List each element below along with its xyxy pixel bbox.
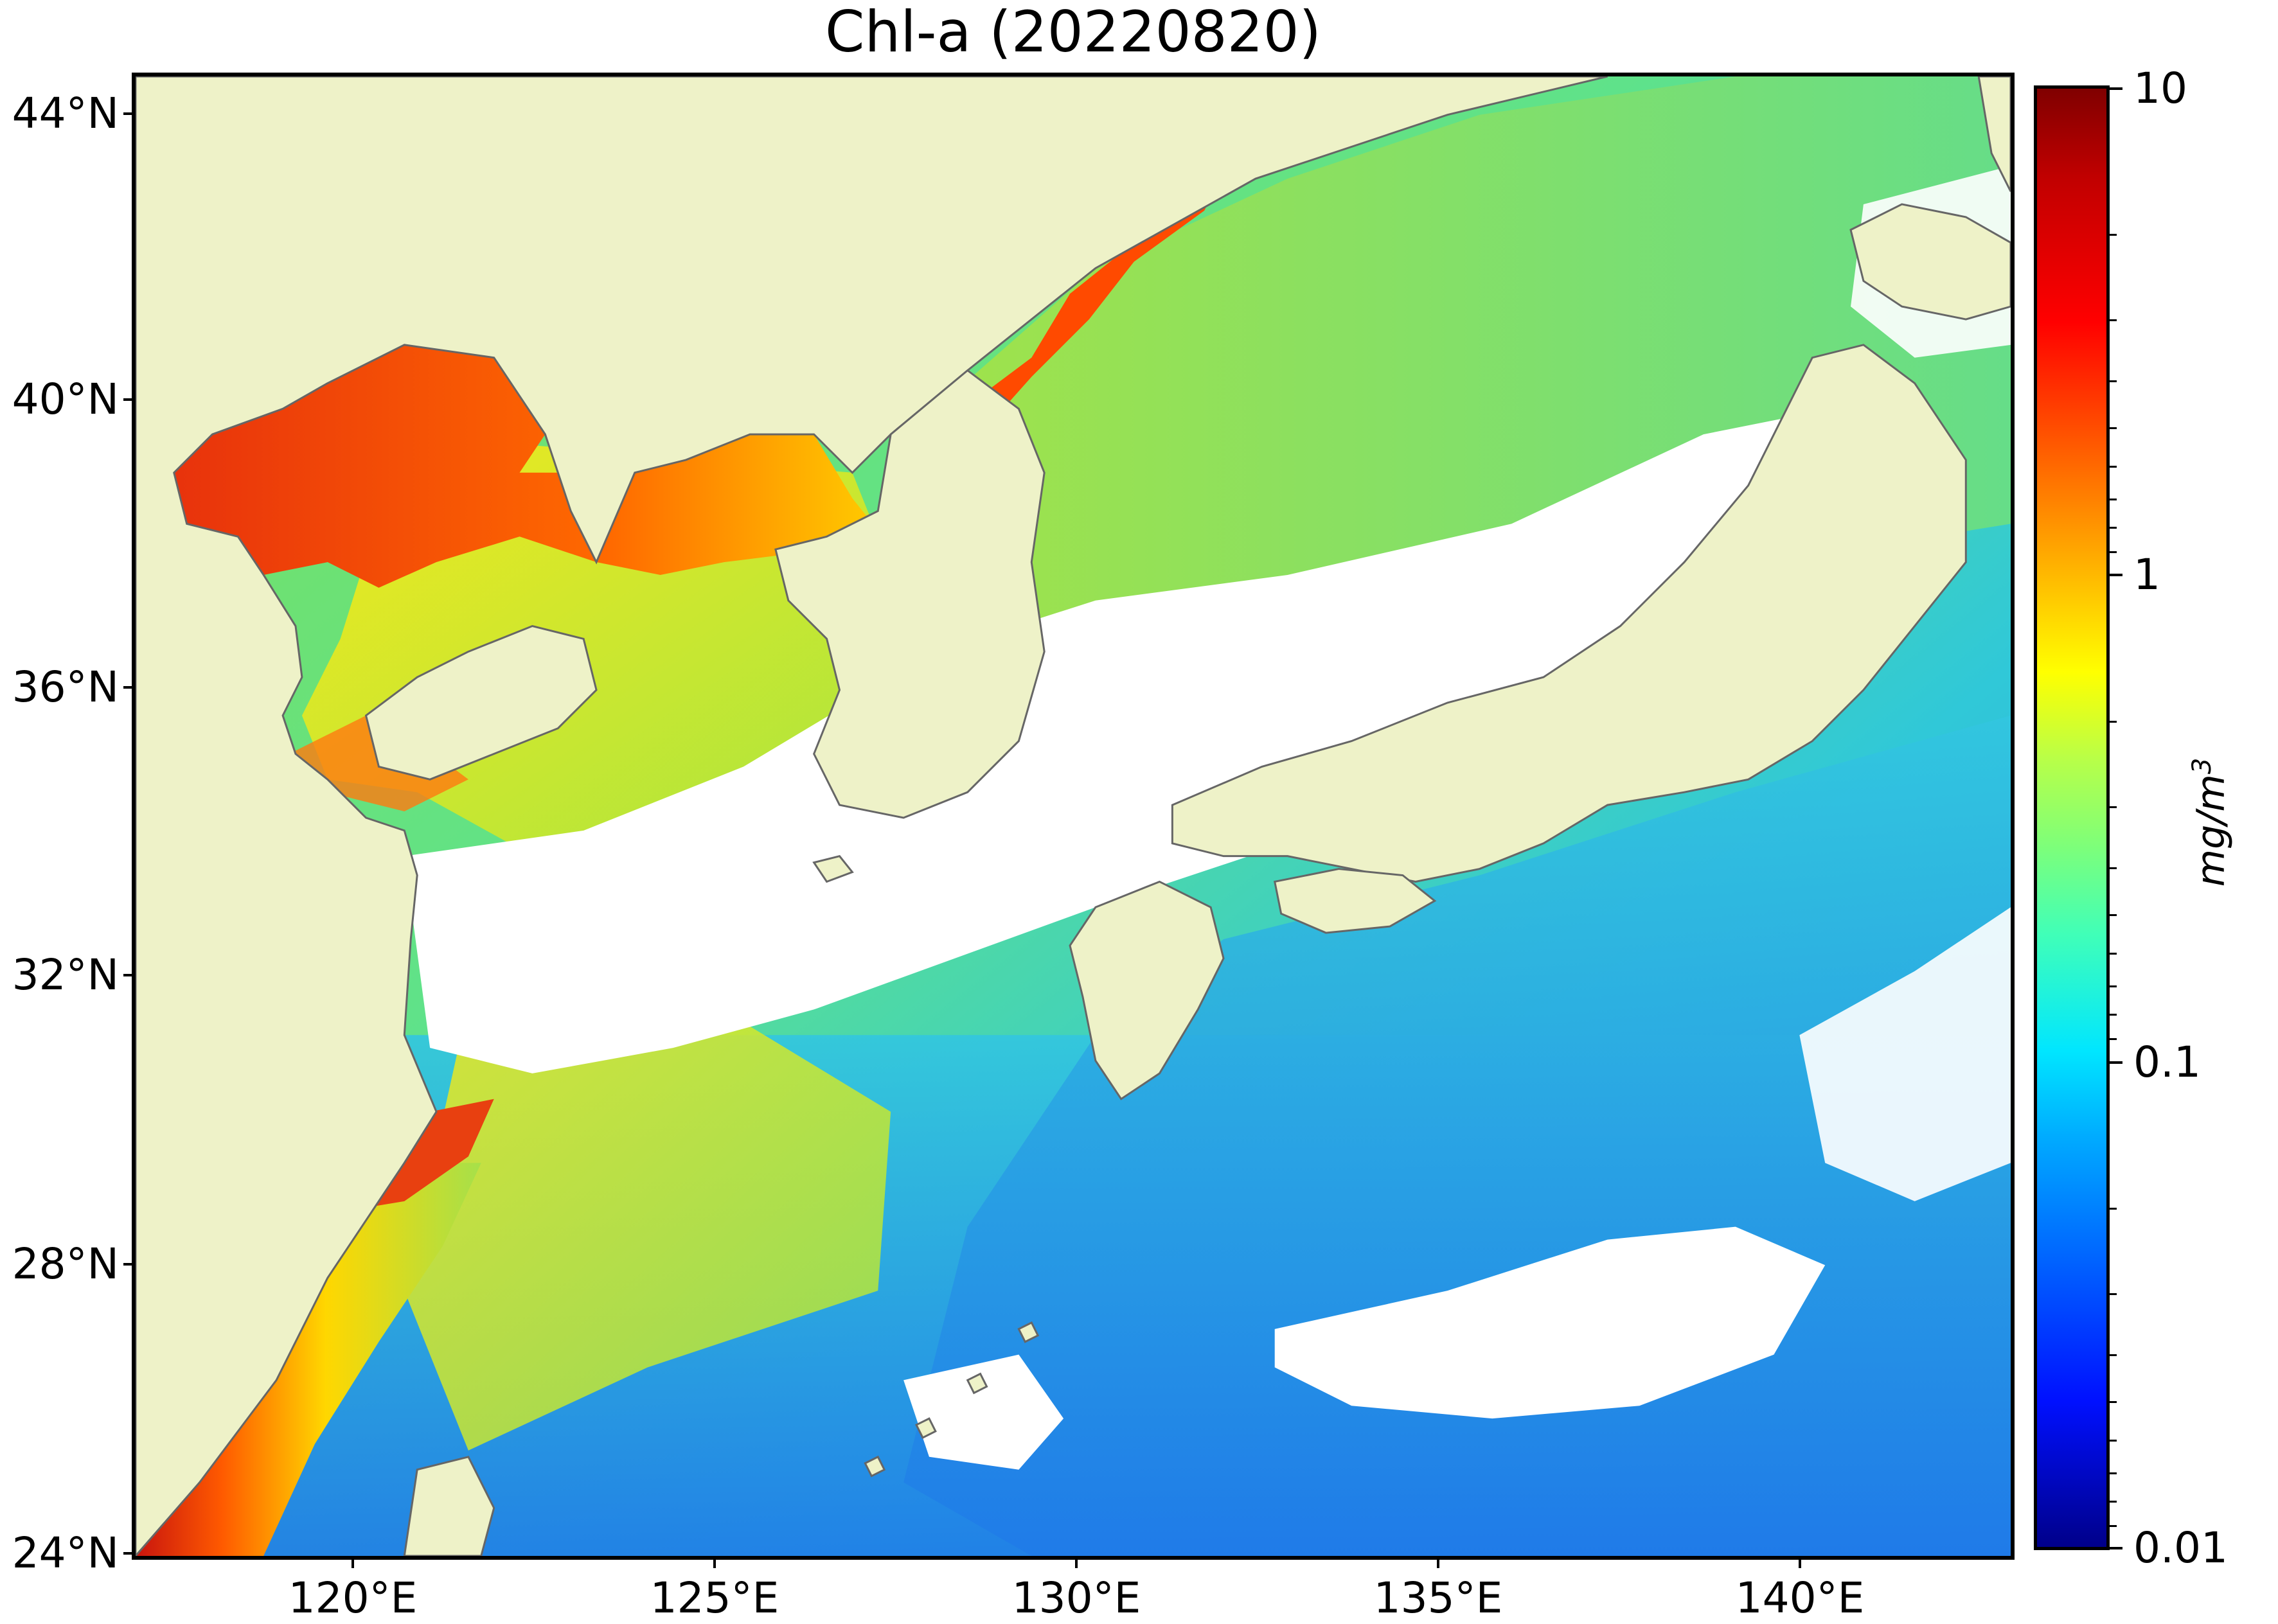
colorbar-minor-tick <box>2110 867 2117 869</box>
lon-tick <box>1799 1559 1801 1568</box>
colorbar-minor-tick <box>2110 1401 2117 1403</box>
lon-label-140: 140°E <box>1735 1573 1865 1623</box>
lat-label-44: 44°N <box>12 89 119 138</box>
colorbar-minor-tick <box>2110 319 2117 321</box>
colorbar-label-0.1: 0.1 <box>2133 1037 2201 1087</box>
colorbar-minor-tick <box>2110 806 2117 808</box>
colorbar-minor-tick <box>2110 1293 2117 1295</box>
lat-tick <box>123 112 132 115</box>
colorbar-units: mg/m3 <box>2187 757 2234 887</box>
lon-label-125: 125°E <box>650 1573 779 1623</box>
colorbar-minor-tick <box>2110 1038 2117 1040</box>
map-canvas <box>136 76 2011 1556</box>
lat-tick <box>123 686 132 689</box>
ryukyu-islands <box>864 1321 1040 1478</box>
cloud-central <box>404 409 1902 1073</box>
colorbar-minor-tick <box>2110 953 2117 955</box>
east-china-sea-high-chl <box>404 1003 891 1451</box>
colorbar <box>2034 85 2110 1550</box>
lat-label-24: 24°N <box>12 1528 119 1578</box>
colorbar-minor-tick <box>2110 427 2117 429</box>
colorbar-minor-tick <box>2110 914 2117 916</box>
colorbar-minor-tick <box>2110 1014 2117 1016</box>
lat-tick <box>123 1263 132 1266</box>
colorbar-minor-tick <box>2110 1440 2117 1442</box>
bohai-sea <box>174 344 904 588</box>
land-taiwan <box>403 1456 495 1556</box>
colorbar-minor-tick <box>2110 1525 2117 1527</box>
land-kyushu <box>1069 880 1225 1100</box>
colorbar-gradient <box>2037 89 2106 1547</box>
land-sakhalin-east <box>1977 76 2011 192</box>
colorbar-minor-tick <box>2110 499 2117 500</box>
lat-tick <box>123 1552 132 1555</box>
lon-tick <box>1437 1559 1439 1568</box>
colorbar-minor-tick <box>2110 527 2117 529</box>
colorbar-tick <box>2110 1061 2122 1064</box>
colorbar-minor-tick <box>2110 234 2117 236</box>
land-hokkaido <box>1849 203 2011 321</box>
land-china <box>136 76 1608 1556</box>
colorbar-label-0.01: 0.01 <box>2133 1523 2228 1573</box>
chlorophyll-map[interactable] <box>132 73 2015 1560</box>
colorbar-minor-tick <box>2110 721 2117 723</box>
lat-label-32: 32°N <box>12 950 119 1000</box>
map-title: Chl-a (20220820) <box>825 0 1321 65</box>
lon-tick <box>713 1559 716 1568</box>
lat-tick <box>123 974 132 976</box>
colorbar-minor-tick <box>2110 466 2117 468</box>
colorbar-minor-tick <box>2110 1208 2117 1210</box>
china-coastal-band <box>136 1163 481 1556</box>
lat-tick <box>123 398 132 401</box>
lat-label-40: 40°N <box>12 375 119 424</box>
land-korea <box>774 369 1046 819</box>
lon-label-135: 135°E <box>1373 1573 1503 1623</box>
land-shikoku <box>1273 868 1437 934</box>
colorbar-minor-tick <box>2110 1472 2117 1474</box>
land-shandong <box>364 624 598 781</box>
cloud-okinawa <box>903 1354 1064 1470</box>
land-jeju <box>812 854 854 883</box>
colorbar-minor-tick <box>2110 551 2117 553</box>
lon-label-120: 120°E <box>288 1573 418 1623</box>
colorbar-label-10: 10 <box>2133 64 2187 113</box>
colorbar-tick <box>2110 574 2122 576</box>
cloud-south-pacific <box>1274 1226 1826 1419</box>
colorbar-minor-tick <box>2110 380 2117 382</box>
colorbar-minor-tick <box>2110 985 2117 987</box>
colorbar-minor-tick <box>2110 1354 2117 1356</box>
cloud-east <box>1799 907 2011 1201</box>
colorbar-tick <box>2110 87 2122 90</box>
lat-label-36: 36°N <box>12 662 119 712</box>
colorbar-label-1: 1 <box>2133 550 2160 599</box>
lat-label-28: 28°N <box>12 1239 119 1289</box>
lon-label-130: 130°E <box>1011 1573 1141 1623</box>
lon-tick <box>351 1559 354 1568</box>
lon-tick <box>1075 1559 1078 1568</box>
colorbar-minor-tick <box>2110 1501 2117 1503</box>
colorbar-tick <box>2110 1547 2122 1549</box>
